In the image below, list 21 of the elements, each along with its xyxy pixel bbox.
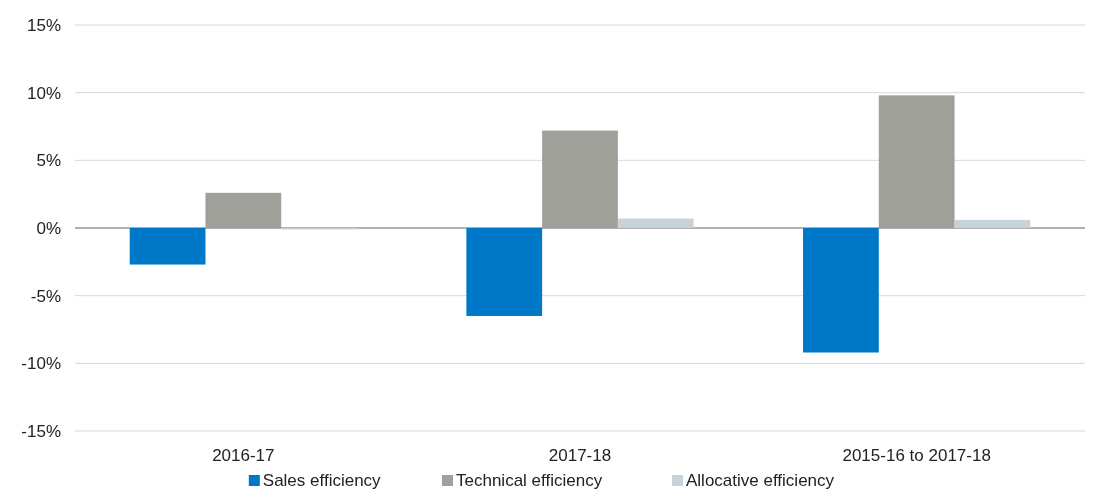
bar xyxy=(803,228,879,353)
y-tick-label: -5% xyxy=(30,286,61,306)
x-tick-label: 2017-18 xyxy=(548,446,612,465)
x-tick-label: 2015-16 to 2017-18 xyxy=(842,446,991,465)
y-tick-label: 5% xyxy=(36,151,61,171)
legend-label: Sales efficiency xyxy=(262,471,382,490)
bar xyxy=(129,228,206,265)
bar xyxy=(466,228,543,316)
bar xyxy=(954,219,1031,228)
bar xyxy=(617,218,694,228)
y-tick-label: 10% xyxy=(26,83,61,103)
y-tick-label: 15% xyxy=(26,15,61,35)
legend-label: Technical efficiency xyxy=(456,471,603,490)
bar xyxy=(542,130,618,228)
bar xyxy=(205,192,282,228)
y-tick-label: -15% xyxy=(21,421,61,441)
y-tick-label: -10% xyxy=(21,354,61,374)
x-tick-label: 2016-17 xyxy=(212,446,275,465)
bar xyxy=(878,95,955,228)
y-tick-label: 0% xyxy=(36,218,61,238)
legend-label: Allocative efficiency xyxy=(686,471,835,490)
